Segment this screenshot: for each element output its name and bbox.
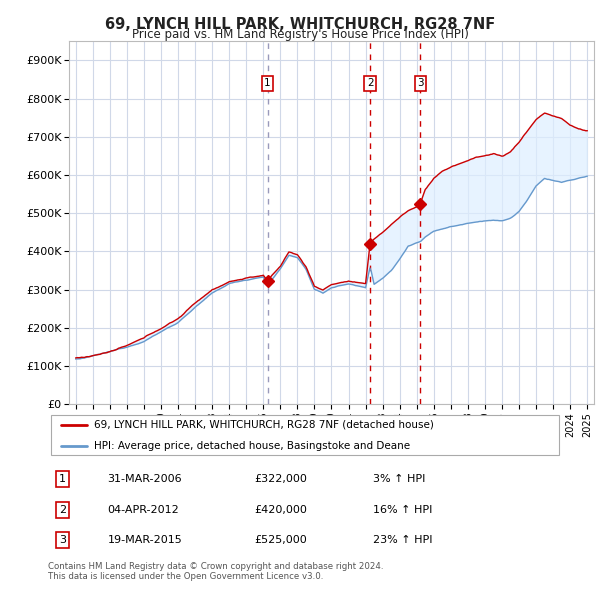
Text: 1: 1 xyxy=(264,78,271,88)
Text: 69, LYNCH HILL PARK, WHITCHURCH, RG28 7NF: 69, LYNCH HILL PARK, WHITCHURCH, RG28 7N… xyxy=(105,17,495,31)
Text: HPI: Average price, detached house, Basingstoke and Deane: HPI: Average price, detached house, Basi… xyxy=(94,441,410,451)
Text: 31-MAR-2006: 31-MAR-2006 xyxy=(107,474,182,484)
FancyBboxPatch shape xyxy=(50,415,559,455)
Text: 1: 1 xyxy=(59,474,66,484)
Text: This data is licensed under the Open Government Licence v3.0.: This data is licensed under the Open Gov… xyxy=(48,572,323,581)
Text: £525,000: £525,000 xyxy=(254,535,307,545)
Text: 23% ↑ HPI: 23% ↑ HPI xyxy=(373,535,433,545)
Text: 3% ↑ HPI: 3% ↑ HPI xyxy=(373,474,425,484)
Text: Contains HM Land Registry data © Crown copyright and database right 2024.: Contains HM Land Registry data © Crown c… xyxy=(48,562,383,571)
Text: 3: 3 xyxy=(417,78,424,88)
Text: 2: 2 xyxy=(59,505,66,514)
Text: 2: 2 xyxy=(367,78,374,88)
Text: 16% ↑ HPI: 16% ↑ HPI xyxy=(373,505,433,514)
Text: 04-APR-2012: 04-APR-2012 xyxy=(107,505,179,514)
Text: £322,000: £322,000 xyxy=(254,474,307,484)
Text: £420,000: £420,000 xyxy=(254,505,307,514)
Text: 69, LYNCH HILL PARK, WHITCHURCH, RG28 7NF (detached house): 69, LYNCH HILL PARK, WHITCHURCH, RG28 7N… xyxy=(94,420,434,430)
Text: 3: 3 xyxy=(59,535,66,545)
Text: 19-MAR-2015: 19-MAR-2015 xyxy=(107,535,182,545)
Text: Price paid vs. HM Land Registry's House Price Index (HPI): Price paid vs. HM Land Registry's House … xyxy=(131,28,469,41)
